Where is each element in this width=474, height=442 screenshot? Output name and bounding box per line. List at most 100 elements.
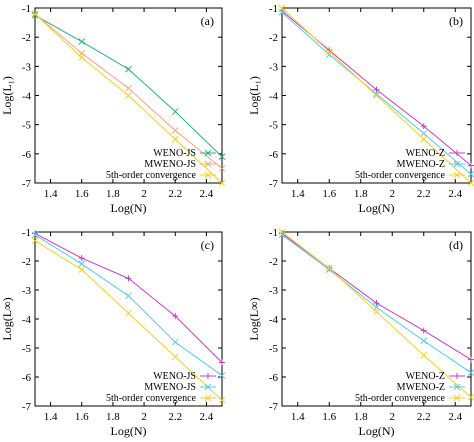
legend-label: WENO-JS bbox=[153, 148, 196, 159]
data-point bbox=[218, 153, 226, 161]
series-weno-z bbox=[279, 230, 474, 363]
data-point bbox=[218, 179, 226, 187]
y-tick-label: -7 bbox=[269, 178, 279, 190]
legend-entry: 5th-order convergence bbox=[106, 170, 216, 181]
data-point bbox=[31, 10, 39, 18]
y-axis-label: Log(L₁) bbox=[247, 76, 261, 115]
y-tick-label: -1 bbox=[269, 227, 278, 239]
data-point bbox=[219, 359, 225, 366]
legend-label: MWENO-JS bbox=[144, 159, 196, 170]
x-tick-label: 2 bbox=[141, 411, 147, 423]
legend-entry: WENO-Z bbox=[406, 371, 465, 382]
legend-label: MWENO-JS bbox=[144, 382, 196, 393]
data-point bbox=[420, 123, 427, 130]
x-tick-label: 2.2 bbox=[168, 188, 182, 200]
data-point bbox=[278, 4, 286, 12]
x-tick-label: 2.4 bbox=[200, 188, 214, 200]
data-point bbox=[171, 338, 179, 346]
data-point bbox=[325, 48, 333, 56]
data-point bbox=[325, 266, 333, 274]
x-tick-label: 2.2 bbox=[417, 411, 431, 423]
panel-label: (a) bbox=[201, 14, 214, 28]
series-line bbox=[34, 234, 223, 376]
y-tick-label: -5 bbox=[269, 343, 279, 355]
legend-label: 5th-order convergence bbox=[355, 170, 446, 181]
legend-marker bbox=[204, 160, 212, 168]
x-tick-label: 2 bbox=[390, 188, 396, 200]
panel-label: (d) bbox=[449, 238, 463, 252]
y-tick-label: -3 bbox=[22, 285, 32, 297]
legend-label: MWENO-Z bbox=[397, 159, 445, 170]
legend-entry: MWENO-JS bbox=[144, 382, 216, 393]
x-axis-label: Log(N) bbox=[359, 201, 395, 215]
y-tick-label: -6 bbox=[22, 149, 32, 161]
y-tick-label: -3 bbox=[269, 61, 279, 73]
data-point bbox=[420, 130, 428, 137]
y-tick-label: -4 bbox=[269, 91, 279, 103]
series-5th-order-convergence bbox=[278, 228, 474, 401]
data-point bbox=[31, 237, 39, 245]
data-point bbox=[420, 327, 427, 334]
series-line bbox=[34, 13, 223, 169]
x-tick-label: 2.4 bbox=[448, 188, 462, 200]
legend-marker bbox=[453, 383, 461, 391]
y-axis-label: Log(L∞) bbox=[247, 297, 261, 340]
x-tick-label: 2.4 bbox=[448, 411, 462, 423]
x-tick-label: 2.4 bbox=[200, 411, 214, 423]
y-axis-label: Log(L₁) bbox=[0, 76, 14, 115]
legend-marker bbox=[453, 171, 461, 179]
data-point bbox=[278, 231, 286, 239]
x-tick-label: 2 bbox=[141, 188, 147, 200]
y-tick-label: -7 bbox=[22, 178, 32, 190]
data-point bbox=[373, 86, 380, 93]
data-point bbox=[31, 11, 39, 19]
data-point bbox=[31, 231, 39, 239]
data-point bbox=[373, 308, 380, 316]
x-tick-label: 1.6 bbox=[322, 411, 336, 423]
y-tick-label: -2 bbox=[269, 256, 278, 268]
data-point bbox=[78, 255, 85, 262]
y-tick-label: -7 bbox=[22, 401, 32, 413]
x-tick-label: 2.2 bbox=[417, 188, 431, 200]
legend-marker bbox=[454, 373, 460, 379]
legend-entry: 5th-order convergence bbox=[355, 393, 465, 404]
legend-marker bbox=[204, 149, 212, 157]
legend-marker bbox=[205, 373, 211, 379]
legend-marker bbox=[454, 150, 460, 156]
legend-entry: MWENO-JS bbox=[144, 159, 216, 170]
data-point bbox=[171, 353, 179, 361]
y-tick-label: -1 bbox=[269, 3, 278, 15]
data-point bbox=[125, 309, 132, 317]
y-tick-label: -5 bbox=[22, 343, 32, 355]
data-point bbox=[78, 260, 86, 268]
y-tick-label: -3 bbox=[22, 61, 32, 73]
series-line bbox=[34, 14, 223, 158]
series-weno-js bbox=[31, 11, 226, 161]
y-tick-label: -6 bbox=[269, 372, 279, 384]
legend-entry: MWENO-Z bbox=[397, 159, 465, 170]
data-point bbox=[420, 337, 428, 345]
data-point bbox=[218, 372, 226, 379]
y-tick-label: -6 bbox=[269, 149, 279, 161]
legend-label: WENO-JS bbox=[153, 371, 196, 382]
legend-marker bbox=[453, 394, 461, 402]
chart-panel-3: 1.4 1.6 1.8 2 2.2 2.4 -1 -2 -3 -4 -5 -6 -7 Log(N) Log(… bbox=[0, 227, 226, 438]
legend-label: MWENO-Z bbox=[397, 382, 445, 393]
data-point bbox=[78, 54, 86, 61]
chart-panel-2: 1.4 1.6 1.8 2 2.2 2.4 -1 -2 -3 -4 -5 -6 -7 Log(N) Log(… bbox=[247, 3, 474, 215]
x-tick-label: 1.8 bbox=[106, 188, 120, 200]
panel-label: (b) bbox=[449, 14, 463, 28]
y-tick-label: -7 bbox=[269, 401, 279, 413]
x-axis-label: Log(N) bbox=[111, 424, 147, 438]
legend-label: WENO-Z bbox=[406, 371, 445, 382]
data-point bbox=[467, 393, 474, 401]
legend-label: 5th-order convergence bbox=[106, 170, 197, 181]
data-point bbox=[325, 264, 333, 272]
chart-panel-1: 1.4 1.6 1.8 2 2.2 2.4 -1 -2 -3 -4 -5 -6 -7 Log(N) Log(… bbox=[0, 3, 226, 215]
series-line bbox=[281, 233, 472, 361]
data-point bbox=[373, 92, 380, 99]
y-tick-label: -5 bbox=[22, 120, 32, 132]
